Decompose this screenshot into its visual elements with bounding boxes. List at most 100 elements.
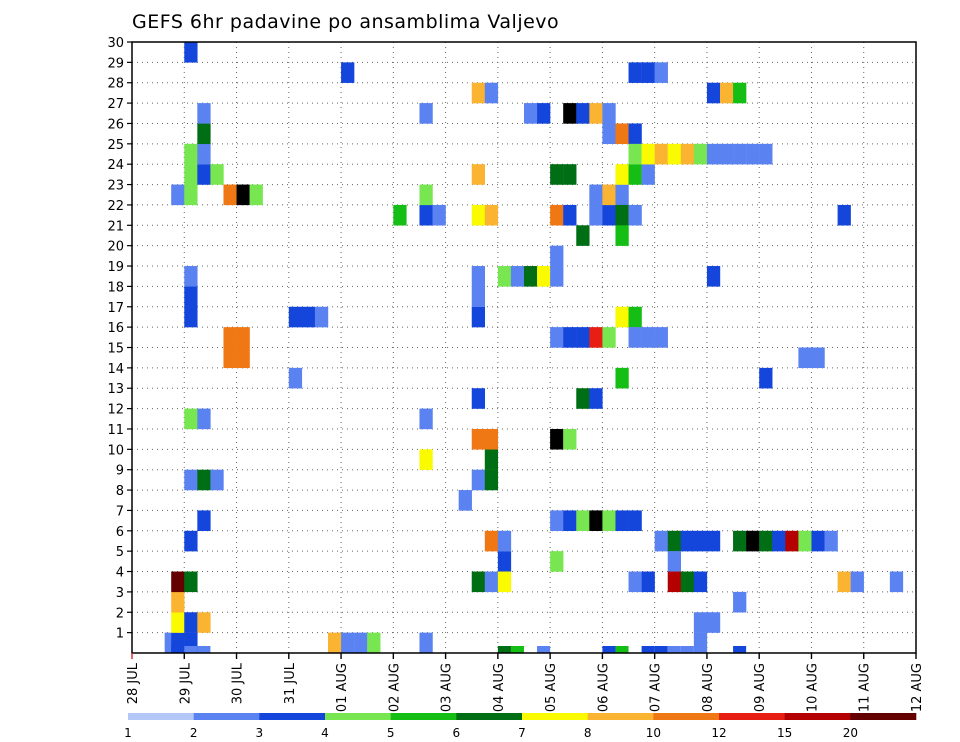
heatmap-cell	[314, 306, 329, 328]
heatmap-cell	[419, 103, 433, 124]
heatmap-cell	[471, 286, 485, 307]
heatmap-cell	[576, 225, 590, 246]
y-tick-label: 6	[116, 525, 124, 540]
heatmap-cell	[667, 530, 681, 552]
heatmap-cell	[798, 347, 812, 369]
y-tick-label: 24	[107, 158, 124, 173]
heatmap-cell	[589, 103, 603, 124]
bottom-marker	[654, 646, 668, 653]
heatmap-cell	[824, 530, 838, 552]
heatmap-cell	[641, 143, 655, 165]
heatmap-cell	[602, 204, 616, 226]
color-legend: 1 2 3 4 5 6 7 8 10 12 15 20	[124, 713, 917, 740]
bottom-marker	[184, 646, 198, 653]
heatmap-cell	[563, 428, 577, 450]
x-tick-label: 04 AUG	[492, 663, 507, 712]
bottom-marker	[197, 646, 211, 653]
heatmap-cell	[641, 62, 655, 83]
heatmap-cell	[184, 306, 198, 328]
legend-swatch	[850, 713, 917, 720]
heatmap-cell	[471, 266, 485, 287]
x-axis: 28 JUL 29 JUL 30 JUL 31 JUL 01 AUG 02 AUG 03 A…	[126, 653, 925, 712]
heatmap-cell	[693, 632, 708, 654]
bottom-marker	[602, 646, 616, 653]
heatmap-cell	[693, 571, 708, 593]
heatmap-cell	[667, 143, 681, 165]
heatmap-cell	[706, 143, 721, 165]
heatmap-cell	[184, 286, 198, 307]
heatmap-cell	[785, 530, 799, 552]
heatmap-cell	[367, 632, 381, 654]
heatmap-cell	[184, 571, 198, 593]
x-tick-label: 02 AUG	[387, 663, 402, 712]
heatmap-cell	[197, 510, 211, 531]
y-tick-label: 29	[107, 56, 124, 71]
heatmap-cell	[693, 143, 708, 165]
y-tick-label: 27	[107, 97, 124, 112]
heatmap-cell	[484, 428, 499, 450]
heatmap-cell	[667, 551, 681, 572]
heatmap-cell	[197, 123, 211, 145]
heatmap-cell	[471, 388, 485, 409]
heatmap-cell	[471, 428, 485, 450]
y-tick-label: 2	[116, 606, 124, 621]
heatmap-cell	[628, 204, 642, 226]
y-tick-label: 16	[107, 321, 124, 336]
y-tick-label: 19	[107, 260, 124, 275]
heatmap-cell	[733, 82, 747, 104]
heatmap-cell	[236, 347, 250, 369]
bottom-marker	[615, 646, 629, 653]
heatmap-cell	[628, 62, 642, 83]
x-tick-label: 10 AUG	[805, 663, 820, 712]
heatmap-cell	[615, 367, 629, 389]
y-tick-label: 10	[107, 443, 124, 458]
legend-swatch	[784, 713, 851, 720]
heatmap-cell	[497, 551, 512, 572]
heatmap-cell	[341, 62, 355, 83]
y-tick-label: 12	[107, 403, 124, 418]
legend-swatch	[719, 713, 785, 720]
heatmap-cell	[223, 327, 237, 348]
heatmap-cell	[510, 266, 525, 287]
heatmap-cell	[184, 143, 198, 165]
heatmap-cell	[550, 204, 564, 226]
heatmap-cell	[223, 347, 237, 369]
heatmap-cell	[563, 103, 577, 124]
heatmap-cell	[615, 184, 629, 206]
heatmap-cell	[328, 632, 342, 654]
heatmap-cell	[288, 306, 303, 328]
heatmap-cell	[537, 266, 551, 287]
heatmap-cell	[654, 327, 668, 348]
heatmap-cell	[654, 530, 668, 552]
heatmap-cell	[497, 571, 512, 593]
heatmap-cell	[471, 82, 485, 104]
legend-label: 15	[777, 726, 792, 740]
heatmap-cell	[654, 62, 668, 83]
heatmap-cell	[706, 530, 721, 552]
heatmap-cell	[419, 408, 433, 430]
y-tick-label: 28	[107, 77, 124, 92]
legend-swatch	[259, 713, 326, 720]
heatmap-cell	[889, 571, 904, 593]
heatmap-cell	[197, 612, 211, 633]
heatmap-cell	[550, 164, 564, 185]
heatmap-cell	[602, 327, 616, 348]
x-tick-label: 30 JUL	[231, 662, 246, 704]
heatmap-cell	[706, 82, 721, 104]
y-tick-label: 8	[116, 484, 124, 499]
legend-swatch	[390, 713, 457, 720]
heatmap-cell	[419, 449, 433, 470]
heatmap-cell	[550, 551, 564, 572]
heatmap-cell	[654, 143, 668, 165]
heatmap-cell	[184, 612, 198, 633]
heatmap-cell	[641, 571, 655, 593]
y-tick-label: 25	[107, 138, 124, 153]
heatmap-cell	[589, 184, 603, 206]
legend-swatch	[128, 713, 194, 720]
heatmap-cell	[471, 469, 485, 491]
heatmap-cell	[667, 571, 681, 593]
heatmap-cell	[419, 184, 433, 206]
y-tick-label: 17	[107, 301, 124, 316]
